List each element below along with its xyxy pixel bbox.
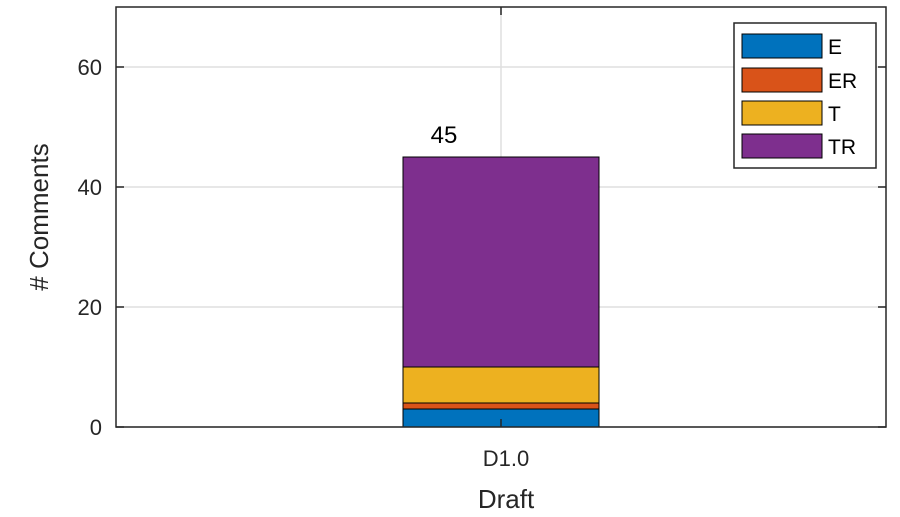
bars (402, 156, 600, 428)
legend-label-e: E (828, 36, 842, 59)
x-axis-title: Draft (478, 484, 535, 514)
bar-segment-er (402, 402, 600, 410)
bar-segment-t (402, 366, 600, 404)
axis-ticks (116, 7, 886, 428)
legend: E ER T TR (733, 22, 877, 169)
legend-swatch-er (741, 67, 823, 93)
y-tick-label: 20 (78, 295, 102, 320)
legend-swatch-e (741, 33, 823, 59)
y-axis-title: # Comments (24, 143, 54, 290)
y-tick-label: 60 (78, 55, 102, 80)
bar-total-label: 45 (431, 122, 458, 149)
legend-swatch-t (741, 100, 823, 126)
legend-swatch-tr (741, 133, 823, 159)
x-tick-label: D1.0 (483, 446, 529, 471)
y-tick-labels: 0 20 40 60 (78, 55, 102, 440)
y-tick-label: 0 (90, 415, 102, 440)
legend-label-t: T (828, 103, 841, 126)
bar-segment-tr (402, 156, 600, 368)
legend-label-tr: TR (828, 136, 856, 159)
y-tick-label: 40 (78, 175, 102, 200)
legend-label-er: ER (828, 70, 857, 93)
